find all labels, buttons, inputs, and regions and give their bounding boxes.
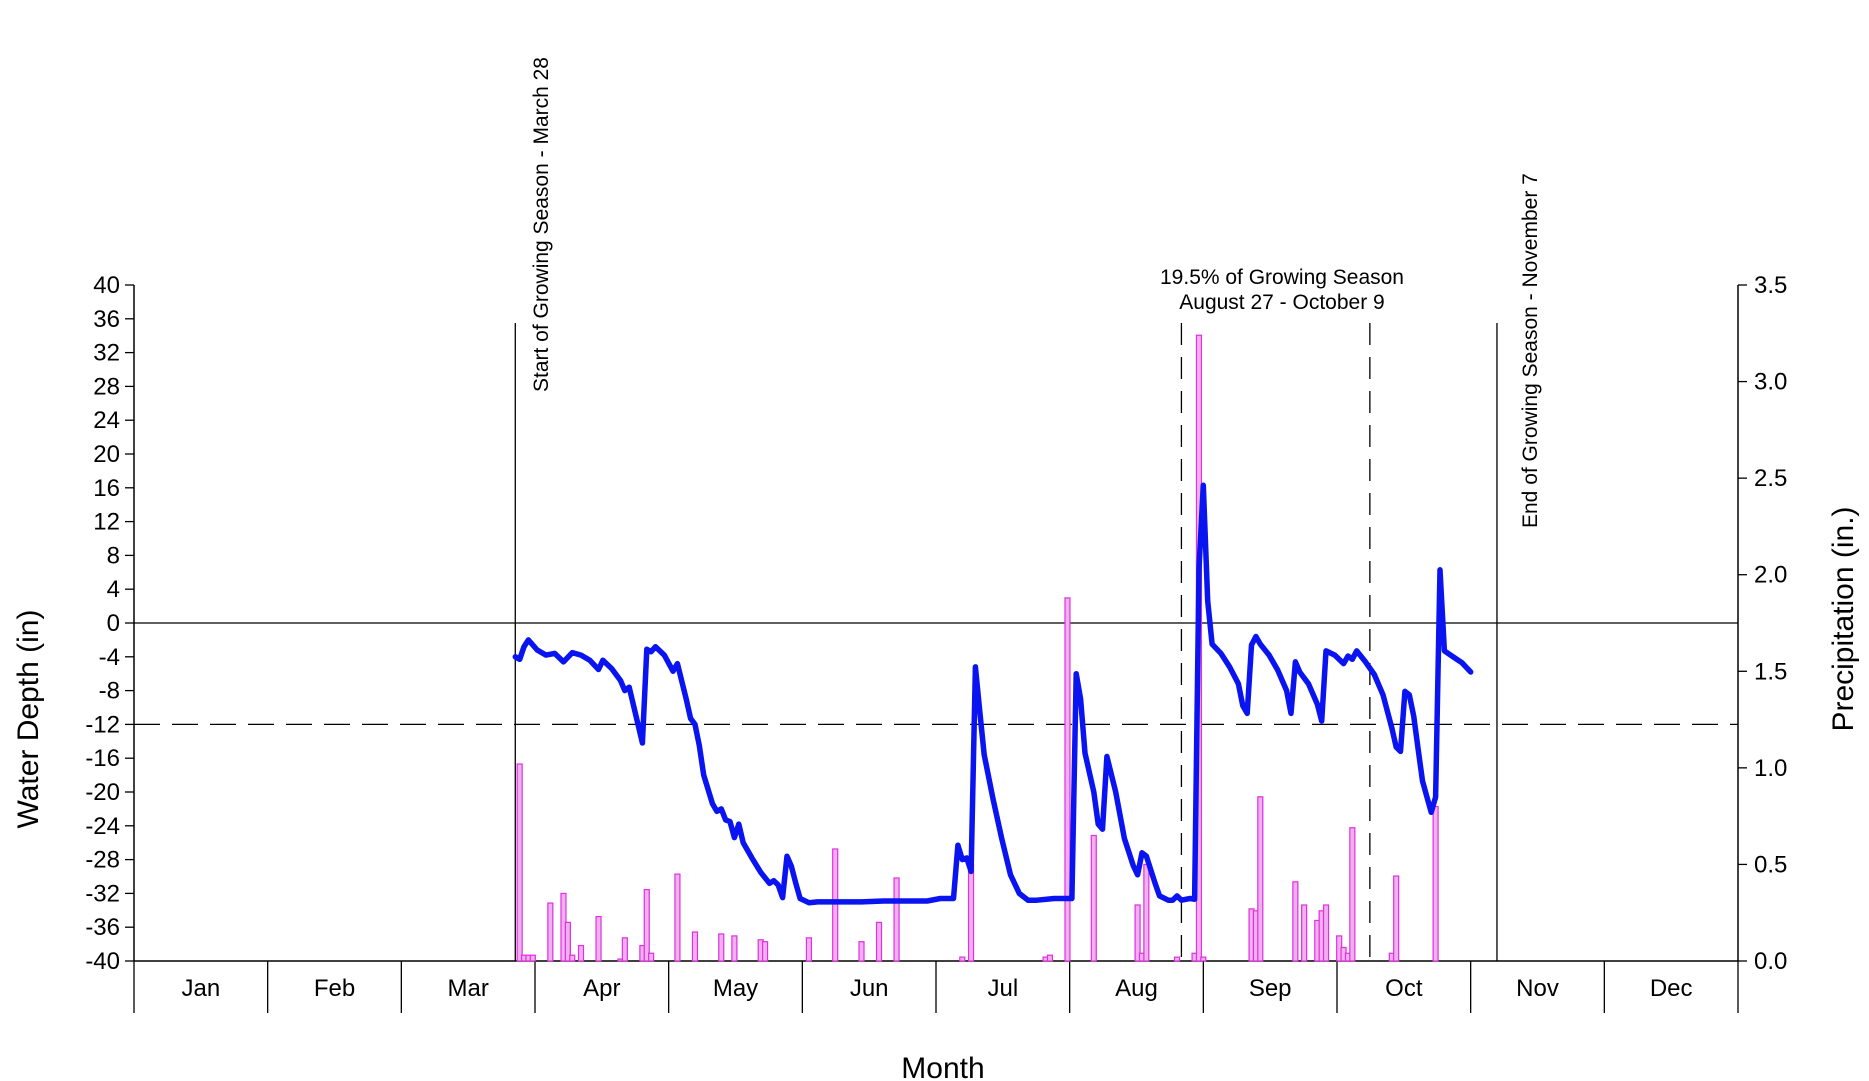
month-label: Sep — [1249, 975, 1292, 1002]
month-label: Jun — [850, 975, 889, 1002]
month-label: Nov — [1516, 975, 1559, 1002]
start-annotation: Start of Growing Season - March 28 — [530, 57, 553, 392]
precipitation-bar — [805, 937, 813, 962]
left-tick-label: -20 — [85, 779, 120, 806]
right-tick-label: 3.0 — [1754, 369, 1787, 396]
left-tick-label: 8 — [107, 542, 120, 569]
precipitation-bar — [621, 937, 628, 962]
left-tick-label: 0 — [107, 610, 120, 637]
precipitation-bar — [1349, 827, 1356, 962]
precipitation-bar — [1173, 956, 1181, 962]
month-label: Apr — [583, 975, 620, 1002]
right-tick-label: 2.0 — [1754, 562, 1787, 589]
precipitation-bar — [577, 944, 585, 962]
left-tick-label: -8 — [99, 678, 120, 705]
precipitation-bar — [516, 763, 523, 962]
month-label: Jul — [987, 975, 1018, 1002]
left-tick-label: 28 — [93, 373, 120, 400]
left-tick-label: -16 — [85, 745, 120, 772]
precipitation-bar — [1393, 875, 1400, 962]
precipitation-bar — [1301, 904, 1308, 962]
left-tick-label: 20 — [93, 441, 120, 468]
left-tick-label: 32 — [93, 340, 120, 367]
right-tick-label: 0.5 — [1754, 851, 1787, 878]
month-label: May — [713, 975, 758, 1002]
precipitation-bar — [1200, 956, 1207, 962]
precipitation-bar — [1064, 597, 1071, 962]
precipitation-bar — [529, 954, 536, 962]
period-annotation-line1: 19.5% of Growing Season — [1160, 266, 1404, 289]
right-tick-label: 3.5 — [1754, 272, 1787, 299]
month-label: Dec — [1650, 975, 1693, 1002]
precipitation-bar — [959, 956, 966, 962]
precipitation-bar — [691, 931, 699, 962]
month-label: Mar — [447, 975, 488, 1002]
precipitation-bar — [1046, 954, 1054, 962]
left-tick-label: 4 — [107, 576, 120, 603]
precipitation-bar — [569, 954, 576, 962]
right-tick-label: 0.0 — [1754, 948, 1787, 975]
period-annotation-line2: August 27 - October 9 — [1179, 291, 1384, 314]
left-tick-label: -40 — [85, 948, 120, 975]
left-tick-label: 24 — [93, 407, 120, 434]
precipitation-bar — [893, 877, 900, 962]
right-y-ticks: 3.5 3.0 2.5 2.0 1.5 1.0 0.5 0.0 — [1738, 272, 1787, 975]
precipitation-bar — [1432, 805, 1439, 962]
left-tick-label: 40 — [93, 272, 120, 299]
left-tick-label: -12 — [85, 711, 120, 738]
precipitation-bar — [595, 915, 602, 962]
left-tick-label: 12 — [93, 509, 120, 536]
precipitation-bar — [718, 933, 725, 962]
precipitation-bar — [648, 952, 655, 962]
precipitation-bar — [967, 863, 975, 962]
left-tick-label: -28 — [85, 847, 120, 874]
left-y-ticks: 4036322824201612840-4-8-12-16-20-24-28-3… — [85, 272, 134, 975]
precipitation-bar — [1090, 834, 1097, 962]
left-tick-label: 36 — [93, 306, 120, 333]
precipitation-bar — [1322, 904, 1330, 962]
left-tick-label: -32 — [85, 880, 120, 907]
precipitation-bar — [1257, 796, 1264, 962]
month-axis: Jan Feb Mar Apr May Jun Jul Aug Sep Oct Nov Dec — [133, 961, 1739, 1013]
precipitation-bar — [1143, 863, 1150, 962]
precipitation-bar — [832, 848, 839, 962]
precipitation-bar — [564, 921, 571, 962]
precipitation-bar — [643, 888, 650, 962]
left-tick-label: -4 — [99, 644, 120, 671]
left-tick-label: -36 — [85, 914, 120, 941]
month-label: Jan — [181, 975, 220, 1002]
month-label: Aug — [1115, 975, 1158, 1002]
month-label: Feb — [314, 975, 355, 1002]
left-tick-label: -24 — [85, 813, 120, 840]
precipitation-bar — [1134, 904, 1141, 962]
right-tick-label: 1.0 — [1754, 755, 1787, 782]
right-tick-label: 2.5 — [1754, 465, 1787, 492]
precipitation-bar — [1292, 881, 1299, 962]
end-annotation: End of Growing Season - November 7 — [1519, 173, 1542, 528]
precipitation-bar — [547, 902, 554, 962]
precipitation-bar — [731, 935, 738, 962]
month-label: Oct — [1385, 975, 1423, 1002]
right-tick-label: 1.5 — [1754, 658, 1787, 685]
precipitation-bar — [858, 941, 865, 962]
precipitation-bar — [875, 921, 883, 962]
x-axis-title: Month — [901, 1052, 984, 1081]
right-y-axis-title: Precipitation (in.) — [1827, 506, 1860, 731]
precipitation-bar — [761, 941, 769, 962]
left-y-axis-title: Water Depth (in) — [12, 610, 45, 829]
water-depth-line — [512, 482, 1474, 906]
left-tick-label: 16 — [93, 475, 120, 502]
precipitation-bar — [674, 873, 681, 962]
